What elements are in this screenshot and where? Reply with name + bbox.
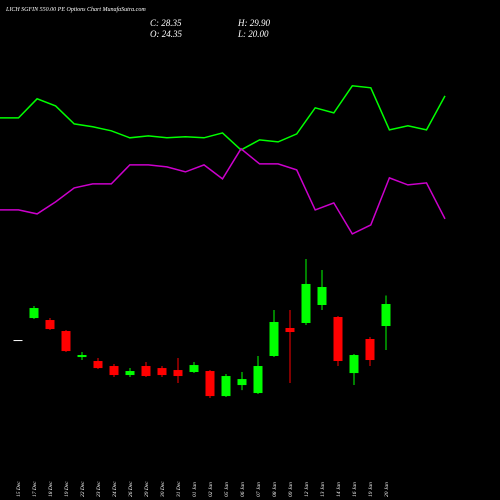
candle-body <box>205 371 215 397</box>
x-tick-label: 02 Jan <box>208 482 214 497</box>
x-tick-label: 07 Jan <box>256 482 262 497</box>
indicator-line <box>0 147 446 235</box>
candle-body <box>365 339 375 361</box>
candle-body <box>189 365 199 373</box>
x-tick-label: 13 Jan <box>320 482 326 497</box>
x-tick-label: 23 Dec <box>96 481 102 497</box>
info-label: O: 24.35 <box>150 29 182 39</box>
x-tick-label: 20 Jan <box>384 482 390 497</box>
info-label: C: 28.35 <box>150 18 182 28</box>
candle-body <box>237 379 247 386</box>
candle-body <box>109 366 119 376</box>
candle-body <box>45 320 55 330</box>
info-label: H: 29.90 <box>237 18 270 28</box>
x-tick-label: 24 Dec <box>111 481 118 497</box>
candle-body <box>317 287 327 305</box>
candle-body <box>13 340 23 342</box>
chart-title: LICH SGFIN 550.00 PE Options Chart Munaf… <box>5 6 146 13</box>
x-tick-label: 12 Jan <box>304 482 310 497</box>
candle-body <box>253 366 263 394</box>
candle-body <box>29 308 39 319</box>
x-tick-label: 22 Dec <box>80 481 86 497</box>
candle-body <box>77 355 87 358</box>
x-tick-label: 14 Jan <box>335 482 342 497</box>
x-tick-label: 19 Dec <box>64 481 70 497</box>
x-tick-label: 17 Dec <box>32 481 38 497</box>
x-tick-label: 15 Dec <box>16 481 22 497</box>
candle-body <box>349 355 359 374</box>
candle-body <box>221 376 231 397</box>
x-tick-label: 08 Jan <box>272 482 278 497</box>
candle-body <box>173 370 183 377</box>
candle-body <box>269 322 279 357</box>
x-tick-label: 05 Jan <box>224 482 230 497</box>
candle-body <box>125 371 135 376</box>
info-label: L: 20.00 <box>237 29 269 39</box>
candle-body <box>61 331 71 352</box>
x-tick-label: 29 Dec <box>144 481 150 497</box>
x-tick-label: 19 Jan <box>368 482 374 497</box>
x-tick-label: 30 Dec <box>160 481 166 498</box>
candle-body <box>381 304 391 327</box>
candle-body <box>301 283 311 323</box>
x-tick-label: 26 Dec <box>128 481 134 497</box>
candle-body <box>157 368 167 376</box>
candle-body <box>333 316 343 362</box>
x-tick-label: 16 Jan <box>352 482 358 497</box>
x-tick-label: 09 Jan <box>288 482 294 497</box>
x-tick-label: 18 Dec <box>48 481 54 497</box>
candle-body <box>93 361 103 369</box>
x-tick-label: 01 Jan <box>192 482 198 497</box>
indicator-line <box>0 85 446 151</box>
candle-body <box>285 327 295 333</box>
x-tick-label: 06 Jan <box>240 482 246 497</box>
candle-body <box>141 366 151 377</box>
x-tick-label: 31 Dec <box>176 481 182 498</box>
